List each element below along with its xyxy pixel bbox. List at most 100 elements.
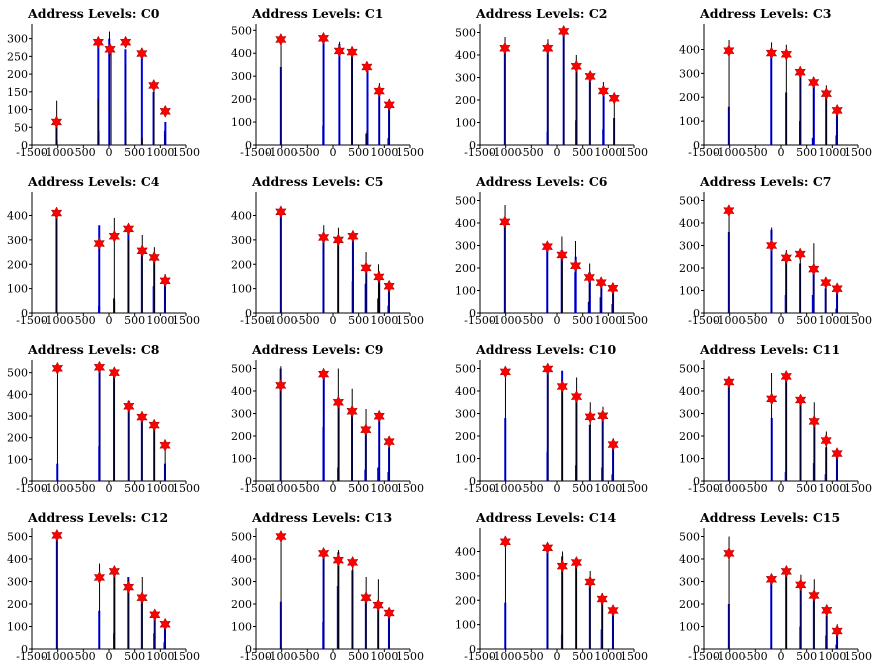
- x-tick-label: -1500: [464, 650, 496, 663]
- star-marker: [607, 437, 619, 452]
- star-marker: [50, 206, 63, 220]
- fill-bar: [164, 121, 167, 145]
- star-marker: [122, 580, 135, 594]
- y-tick-label: 300: [231, 576, 252, 589]
- star-marker: [831, 446, 843, 461]
- star-marker: [136, 591, 148, 605]
- chart-panel-0: Address Levels: C0 0 50 100 150 200 250 300 -150…: [0, 0, 224, 168]
- x-tick-label: 1000: [594, 146, 622, 159]
- x-tick-label: 1000: [146, 482, 174, 495]
- star-marker: [780, 564, 793, 578]
- x-tick-label: 500: [572, 314, 593, 327]
- fill-bar: [365, 133, 368, 145]
- star-marker: [597, 84, 610, 98]
- star-marker: [93, 360, 106, 374]
- chart-title: Address Levels: C14: [475, 510, 617, 525]
- y-tick-label: 500: [455, 195, 476, 208]
- star-marker: [317, 367, 330, 381]
- star-marker: [723, 546, 735, 560]
- x-tick-label: 500: [796, 482, 817, 495]
- star-marker: [765, 46, 778, 60]
- x-tick-label: 1500: [620, 482, 648, 495]
- star-marker: [148, 78, 160, 93]
- y-tick-label: 0: [245, 643, 252, 656]
- y-tick-label: 100: [231, 453, 252, 466]
- fill-bar: [377, 467, 380, 481]
- y-tick-label: 400: [455, 217, 476, 230]
- y-tick-label: 300: [455, 570, 476, 583]
- y-tick-label: 0: [693, 643, 700, 656]
- x-tick-label: -500: [743, 482, 768, 495]
- star-marker: [820, 433, 832, 448]
- x-tick-label: -1000: [490, 482, 522, 495]
- y-tick-label: 300: [231, 234, 252, 247]
- star-marker: [149, 608, 161, 622]
- x-tick-label: -500: [71, 146, 96, 159]
- star-marker: [347, 229, 359, 243]
- star-marker: [373, 409, 385, 423]
- star-marker: [123, 399, 135, 413]
- x-tick-label: -1000: [714, 650, 746, 663]
- star-marker: [50, 115, 63, 129]
- star-marker: [831, 624, 843, 638]
- y-tick-label: 0: [693, 307, 700, 320]
- y-tick-label: 200: [7, 598, 28, 611]
- x-tick-label: 1000: [370, 482, 398, 495]
- y-tick-label: 100: [455, 453, 476, 466]
- y-tick-label: 500: [7, 531, 28, 544]
- y-tick-label: 100: [7, 621, 28, 634]
- chart-svg-4: Address Levels: C4 0 100 200 300 400 -1500-100…: [7, 174, 200, 327]
- x-tick-label: 1000: [370, 146, 398, 159]
- y-tick-label: 0: [21, 307, 28, 320]
- x-tick-label: -500: [743, 314, 768, 327]
- y-tick-label: 200: [679, 91, 700, 104]
- star-marker: [607, 281, 619, 295]
- x-tick-label: -1000: [714, 146, 746, 159]
- fill-bar: [366, 67, 369, 145]
- x-tick-label: -500: [519, 146, 544, 159]
- x-tick-label: 500: [124, 482, 145, 495]
- y-tick-label: 500: [455, 363, 476, 376]
- star-marker: [808, 414, 820, 428]
- y-tick-label: 500: [231, 24, 252, 37]
- x-tick-label: 500: [572, 146, 593, 159]
- y-tick-label: 100: [231, 283, 252, 296]
- y-tick-label: 200: [7, 258, 28, 271]
- star-marker: [608, 91, 620, 105]
- star-marker: [108, 564, 121, 578]
- y-tick-label: 100: [455, 619, 476, 632]
- y-tick-label: 300: [7, 234, 28, 247]
- star-marker: [317, 546, 330, 560]
- y-tick-label: 200: [231, 598, 252, 611]
- chart-panel-10: Address Levels: C10 0 100 200 300 400 500 -1500…: [448, 336, 672, 504]
- x-tick-label: 0: [778, 482, 785, 495]
- chart-title: Address Levels: C0: [27, 6, 160, 21]
- x-tick-label: -1000: [490, 314, 522, 327]
- chart-title: Address Levels: C8: [27, 342, 160, 357]
- star-marker: [360, 591, 372, 605]
- chart-panel-9: Address Levels: C9 0 100 200 300 400 500 -1500-…: [224, 336, 448, 504]
- chart-svg-12: Address Levels: C12 0 100 200 300 400 500 -1500…: [7, 510, 200, 663]
- x-tick-label: -1000: [266, 314, 298, 327]
- chart-svg-1: Address Levels: C10100200300400500-1500-…: [231, 6, 424, 159]
- star-marker: [136, 244, 148, 258]
- chart-title: Address Levels: C3: [699, 6, 832, 21]
- star-marker: [569, 259, 582, 273]
- x-tick-label: 0: [554, 314, 561, 327]
- star-marker: [831, 103, 843, 117]
- y-tick-label: 100: [679, 621, 700, 634]
- x-tick-label: 1000: [594, 314, 622, 327]
- x-tick-label: 0: [554, 146, 561, 159]
- y-tick-label: 200: [679, 430, 700, 443]
- y-tick-label: 100: [679, 453, 700, 466]
- chart-svg-7: Address Levels: C70100200300400500-1500-…: [679, 174, 872, 327]
- chart-title: Address Levels: C15: [699, 510, 840, 525]
- chart-svg-9: Address Levels: C90100200300400500-1500-…: [231, 342, 424, 495]
- star-marker: [383, 606, 395, 620]
- x-tick-label: -1500: [688, 146, 720, 159]
- x-tick-label: -1000: [42, 146, 74, 159]
- y-tick-label: 0: [693, 139, 700, 152]
- star-marker: [556, 248, 568, 262]
- x-tick-label: 0: [778, 314, 785, 327]
- y-tick-label: 100: [7, 104, 28, 117]
